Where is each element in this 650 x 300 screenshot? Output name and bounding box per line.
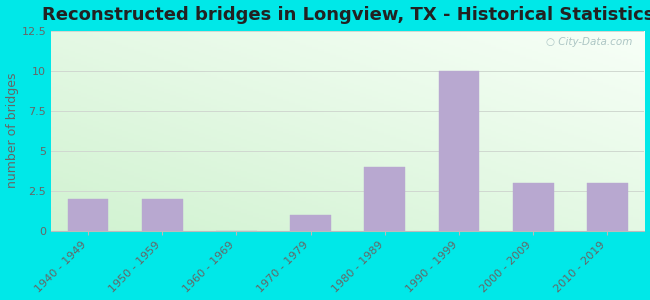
- Bar: [513, 183, 554, 230]
- Bar: [68, 199, 109, 230]
- Title: Reconstructed bridges in Longview, TX - Historical Statistics: Reconstructed bridges in Longview, TX - …: [42, 6, 650, 24]
- Y-axis label: number of bridges: number of bridges: [6, 73, 19, 188]
- Bar: [290, 214, 331, 230]
- Bar: [439, 70, 480, 230]
- Bar: [365, 167, 405, 230]
- Bar: [142, 199, 183, 230]
- Bar: [587, 183, 628, 230]
- Text: ○ City-Data.com: ○ City-Data.com: [546, 37, 632, 47]
